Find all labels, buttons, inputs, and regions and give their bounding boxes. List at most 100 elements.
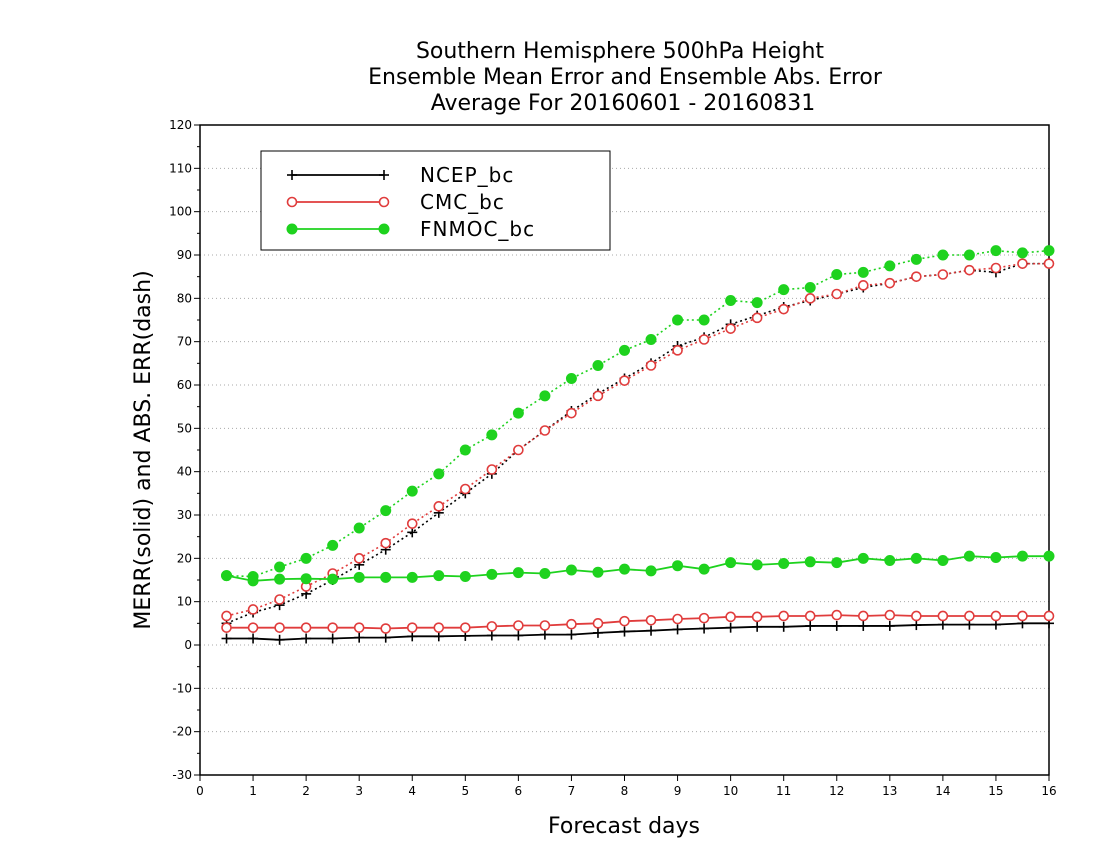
abs-err-point-CMC_bc: [539, 425, 551, 436]
merr-point-CMC_bc: [804, 610, 816, 622]
merr-point-FNMOC_bc: [274, 573, 286, 585]
abs-err-point-CMC_bc: [964, 264, 975, 276]
legend-marker: [378, 223, 390, 235]
legend-marker: [286, 223, 298, 235]
legend-item-CMC_bc: CMC_bc: [286, 190, 504, 214]
merr-point-FNMOC_bc: [221, 570, 233, 582]
merr-point-NCEP_bc: [964, 619, 975, 630]
x-tick-label: 13: [882, 784, 897, 798]
merr-point-NCEP_bc: [274, 634, 285, 645]
y-axis-title: MERR(solid) and ABS. ERR(dash): [131, 270, 156, 629]
y-tick-label: 0: [184, 638, 192, 652]
merr-point-CMC_bc: [937, 610, 949, 622]
abs-err-point-CMC_bc: [460, 483, 471, 495]
merr-point-NCEP_bc: [884, 620, 895, 631]
merr-point-FNMOC_bc: [990, 551, 1002, 563]
merr-point-NCEP_bc: [248, 633, 259, 644]
merr-point-FNMOC_bc: [831, 557, 843, 569]
merr-point-FNMOC_bc: [698, 563, 710, 575]
merr-point-NCEP_bc: [752, 621, 763, 632]
x-tick-label: 8: [621, 784, 629, 798]
merr-point-CMC_bc: [751, 611, 763, 623]
abs-err-point-FNMOC_bc: [565, 373, 577, 384]
abs-err-point-FNMOC_bc: [778, 284, 790, 296]
merr-point-NCEP_bc: [778, 621, 789, 632]
merr-point-CMC_bc: [911, 610, 922, 622]
x-tick-label: 7: [568, 784, 576, 798]
merr-point-FNMOC_bc: [884, 555, 896, 566]
abs-err-point-CMC_bc: [566, 407, 577, 419]
y-tick-label: 60: [177, 378, 192, 392]
merr-point-NCEP_bc: [858, 620, 869, 631]
abs-err-line-NCEP_bc: [226, 262, 1049, 625]
abs-err-point-FNMOC_bc: [539, 390, 551, 402]
merr-point-NCEP_bc: [592, 627, 603, 638]
merr-point-CMC_bc: [380, 623, 392, 634]
x-tick-label: 16: [1041, 784, 1056, 798]
abs-err-point-CMC_bc: [911, 271, 922, 282]
x-tick-label: 1: [249, 784, 257, 798]
merr-point-FNMOC_bc: [1016, 550, 1028, 562]
merr-point-CMC_bc: [539, 620, 551, 631]
abs-err-point-FNMOC_bc: [406, 485, 418, 497]
abs-err-point-CMC_bc: [592, 390, 604, 402]
y-tick-label: 70: [177, 335, 192, 349]
abs-err-point-FNMOC_bc: [592, 360, 604, 371]
abs-err-point-FNMOC_bc: [910, 253, 922, 265]
abs-err-point-CMC_bc: [884, 277, 896, 289]
abs-err-point-FNMOC_bc: [698, 314, 710, 326]
merr-point-NCEP_bc: [221, 633, 232, 644]
merr-point-FNMOC_bc: [937, 555, 949, 566]
merr-point-NCEP_bc: [646, 625, 657, 636]
legend-box: [260, 150, 611, 251]
abs-err-point-CMC_bc: [406, 518, 418, 529]
chart-title: Southern Hemisphere 500hPa Height Ensemb…: [368, 39, 883, 116]
merr-point-FNMOC_bc: [459, 571, 471, 583]
abs-err-point-FNMOC_bc: [725, 295, 737, 306]
abs-err-line-CMC_bc: [226, 262, 1049, 617]
abs-err-point-CMC_bc: [486, 464, 498, 475]
abs-err-point-CMC_bc: [1017, 258, 1028, 269]
abs-err-point-FNMOC_bc: [486, 429, 498, 441]
y-tick-label: 40: [177, 465, 192, 479]
x-tick-label: 2: [302, 784, 310, 798]
y-tick-label: -10: [172, 681, 192, 695]
abs-err-point-CMC_bc: [831, 288, 843, 300]
merr-point-FNMOC_bc: [380, 571, 392, 583]
merr-line-NCEP_bc: [226, 622, 1049, 641]
y-tick-label: 10: [177, 595, 192, 609]
x-tick-label: 9: [674, 784, 682, 798]
abs-err-point-FNMOC_bc: [645, 334, 657, 345]
merr-point-CMC_bc: [247, 622, 259, 633]
y-tick-label: -30: [172, 768, 192, 782]
legend-marker: [378, 196, 390, 208]
x-tick-label: 6: [515, 784, 523, 798]
merr-point-NCEP_bc: [539, 629, 550, 640]
y-tick-label: 50: [177, 421, 192, 435]
merr-point-FNMOC_bc: [592, 566, 604, 578]
merr-point-CMC_bc: [1043, 610, 1055, 622]
abs-err-point-FNMOC_bc: [1016, 247, 1028, 259]
merr-point-FNMOC_bc: [512, 567, 524, 579]
merr-point-CMC_bc: [486, 621, 498, 632]
abs-err-point-FNMOC_bc: [1043, 245, 1055, 257]
merr-point-NCEP_bc: [911, 620, 922, 631]
abs-err-point-FNMOC_bc: [512, 407, 524, 419]
merr-point-FNMOC_bc: [327, 573, 339, 585]
merr-point-CMC_bc: [698, 612, 710, 624]
merr-line-FNMOC_bc: [226, 555, 1049, 582]
abs-err-point-FNMOC_bc: [804, 282, 816, 293]
merr-point-CMC_bc: [831, 609, 843, 621]
chart-title-line-1: Southern Hemisphere 500hPa Height: [416, 39, 824, 64]
y-tick-label: 90: [177, 248, 192, 262]
abs-err-point-FNMOC_bc: [884, 260, 896, 272]
merr-point-NCEP_bc: [433, 631, 444, 642]
axes: [194, 124, 1050, 781]
abs-err-point-CMC_bc: [778, 303, 789, 315]
legend-item-FNMOC_bc: FNMOC_bc: [286, 217, 534, 241]
merr-point-CMC_bc: [300, 622, 312, 633]
merr-point-FNMOC_bc: [486, 568, 498, 580]
x-tick-label: 14: [935, 784, 950, 798]
merr-point-FNMOC_bc: [539, 568, 551, 579]
abs-err-point-CMC_bc: [725, 323, 736, 334]
